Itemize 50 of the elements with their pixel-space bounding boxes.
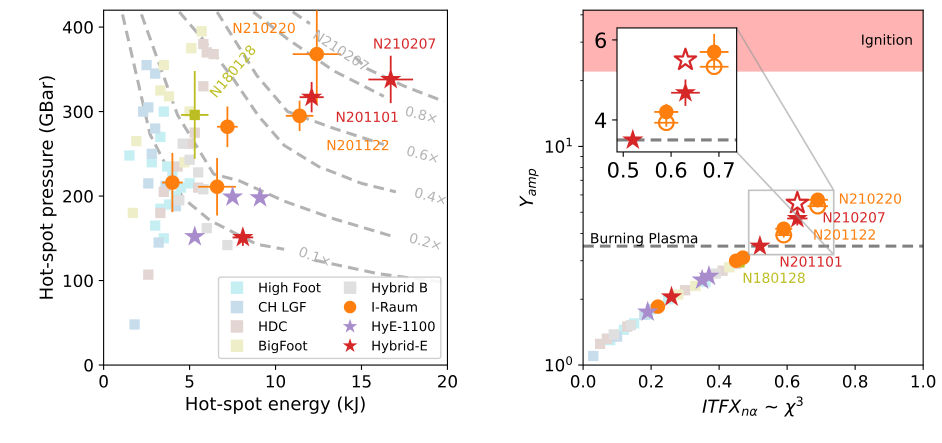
annotation: N201122	[328, 140, 388, 150]
x-tick-label: 0.6	[774, 375, 800, 388]
annotation: N201122	[814, 229, 875, 240]
annotation: 0.4×	[414, 187, 447, 206]
annotation: N201101	[336, 112, 398, 122]
y-tick-label: 400	[62, 21, 93, 34]
annotation: N210220	[840, 193, 902, 204]
x-tick-label: 0.8	[842, 375, 868, 388]
legend-label: High Foot	[259, 282, 321, 296]
annotation: N210220	[234, 22, 295, 34]
legend-label: HDC	[259, 321, 287, 332]
y-tick-label: 300	[63, 106, 93, 118]
annotation: N201101	[780, 256, 842, 267]
annotation: N210207	[374, 38, 436, 49]
annotation: 0.6×	[406, 145, 439, 164]
legend-label: BigFoot	[259, 340, 308, 354]
x-tick-label: 0.2	[638, 375, 663, 388]
band-label: Ignition	[862, 34, 912, 48]
legend-label: I-Raum	[372, 302, 417, 312]
ref-line-label: Burning Plasma	[591, 232, 698, 246]
x-tick-label: 0.6	[656, 162, 686, 178]
x-tick-label: 0.7	[704, 162, 734, 178]
annotation: N210207	[824, 212, 885, 223]
x-tick-label: 10	[266, 375, 286, 388]
x-tick-label: 15	[352, 375, 371, 388]
legend-label: Hybrid B	[372, 282, 428, 296]
annotation: 0.2×	[408, 232, 442, 250]
x-tick-label: 0	[99, 375, 108, 388]
x-tick-label: 0.0	[570, 375, 596, 388]
y-tick-label: 10$^{1}$	[546, 138, 572, 153]
x-tick-label: 0.4	[706, 375, 732, 388]
legend-label: Hybrid-E	[372, 340, 427, 354]
y-tick-label: 200	[63, 190, 93, 203]
y-tick-label: 10$^{0}$	[546, 356, 572, 372]
annotation: N180128	[744, 272, 805, 284]
x-tick-label: 1.0	[912, 375, 936, 388]
y-tick-label: 100	[64, 274, 93, 288]
x-axis-title: ITFX$_{nα}$ ~ χ$^{3}$	[702, 396, 803, 416]
y-tick-label: 4	[595, 112, 606, 128]
y-axis-title: Hot-spot pressure (GBar)	[39, 76, 57, 299]
y-axis-title: Y$_{amp}$	[520, 168, 538, 206]
y-tick-label: 6	[595, 32, 606, 48]
x-tick-label: 20	[438, 375, 457, 388]
legend-label: CH LGF	[258, 302, 306, 312]
x-axis-title: Hot-spot energy (kJ)	[186, 396, 365, 414]
x-tick-label: 5	[186, 375, 194, 388]
annotation: 0.8×	[404, 105, 438, 124]
legend-label: HyE-1100	[372, 321, 435, 334]
y-tick-label: 0	[84, 358, 93, 372]
x-tick-label: 0.5	[608, 162, 638, 178]
